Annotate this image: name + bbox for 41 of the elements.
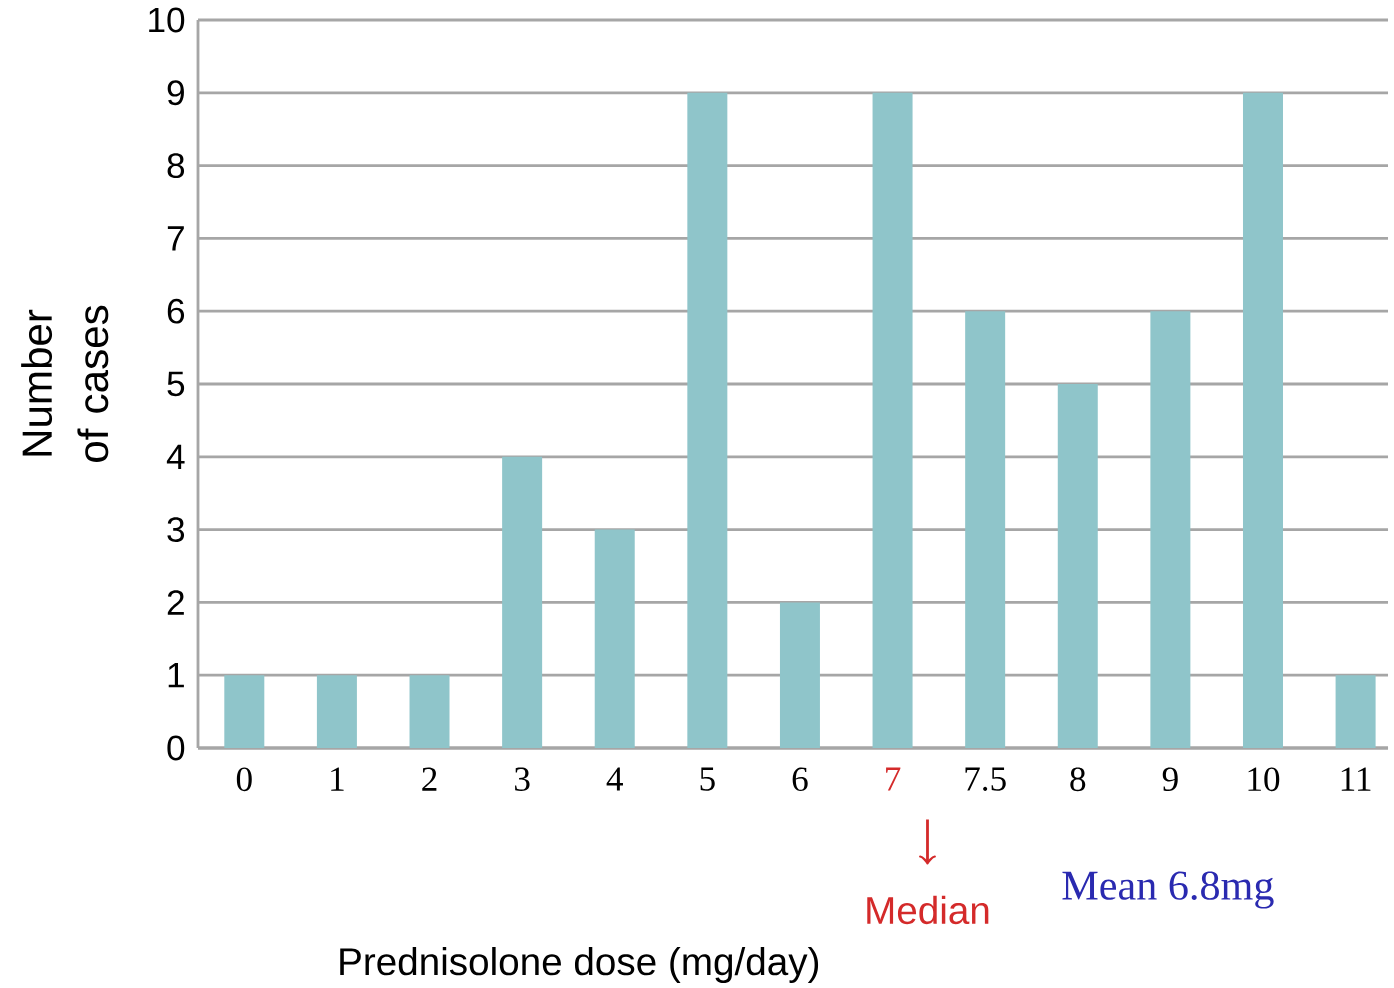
bar — [1242, 92, 1283, 748]
x-tick-label: 4 — [606, 767, 623, 791]
y-tick-label: 1 — [168, 663, 184, 688]
bar — [1057, 383, 1098, 748]
x-tick-label: 7.5 — [965, 767, 1006, 791]
bar — [1150, 311, 1191, 748]
y-axis-title: Number of cases — [21, 305, 109, 462]
x-axis-title: Prednisolone dose (mg/day) — [340, 946, 819, 983]
y-tick-label: 9 — [167, 80, 184, 106]
bar — [316, 675, 357, 748]
y-tick-label: 7 — [167, 226, 184, 251]
bar — [687, 92, 728, 748]
y-tick-label: 0 — [167, 735, 185, 761]
bar — [409, 675, 450, 748]
y-tick-label: 5 — [167, 371, 185, 397]
x-tick-label: 6 — [792, 767, 808, 792]
x-tick-label: 8 — [1070, 767, 1086, 792]
x-tick-label: 0 — [236, 767, 252, 792]
y-tick-label: 4 — [166, 444, 185, 469]
bar — [779, 602, 820, 748]
bar — [1335, 675, 1376, 748]
x-tick-label: 5 — [700, 767, 715, 791]
x-tick-label: 3 — [515, 767, 530, 792]
y-tick-label: 10 — [149, 7, 185, 33]
x-tick-label: 2 — [422, 767, 437, 791]
x-tick-label: 1 — [331, 767, 344, 791]
x-tick-label: 11 — [1341, 767, 1371, 791]
y-tick-label: 3 — [167, 517, 185, 543]
y-tick-label: 6 — [167, 298, 185, 324]
x-tick-label: 9 — [1162, 767, 1178, 792]
text: Median — [867, 895, 989, 925]
x-tick-label: 10 — [1248, 767, 1280, 792]
bar — [965, 311, 1006, 748]
bar — [502, 456, 543, 748]
y-tick-label: 2 — [167, 590, 184, 615]
bar — [224, 675, 265, 748]
text: Mean 6.8mg — [1062, 871, 1274, 909]
bar — [594, 529, 635, 748]
y-tick-label: 8 — [167, 153, 185, 179]
bar — [872, 92, 913, 748]
x-tick-label: 7 — [886, 767, 901, 791]
